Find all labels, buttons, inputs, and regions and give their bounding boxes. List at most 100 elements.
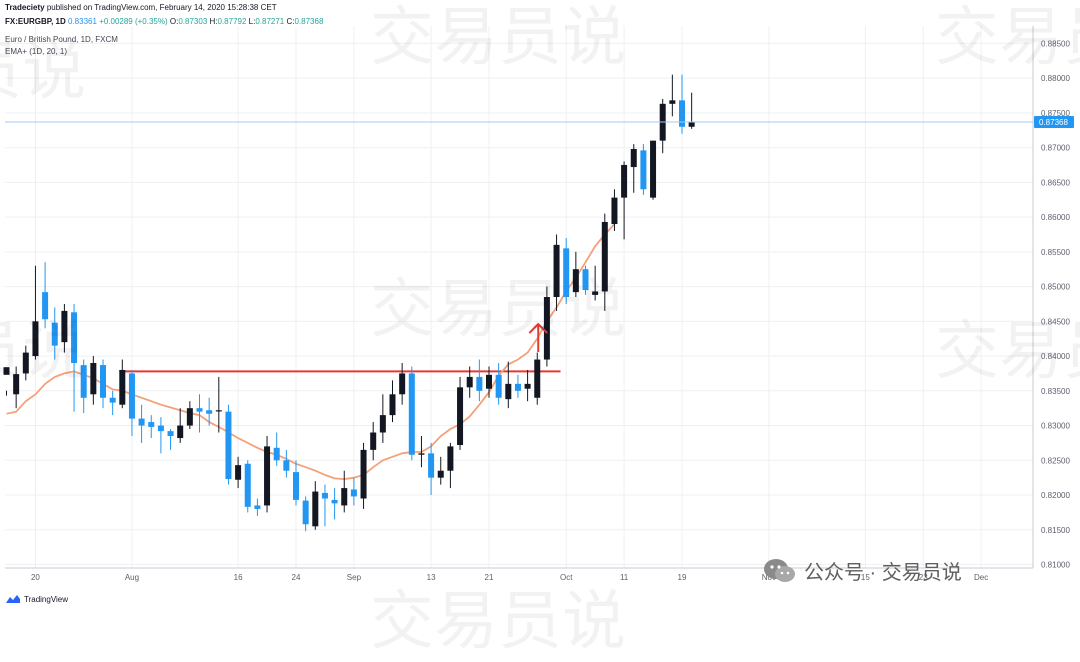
candle [244, 460, 251, 513]
indicator-label[interactable]: EMA+ (1D, 20, 1) [5, 47, 68, 56]
open-label: O: [169, 17, 179, 26]
candle [659, 98, 666, 154]
chart-grid [5, 26, 1033, 568]
last-price-badge [1034, 116, 1074, 129]
candle-body [167, 431, 174, 436]
x-tick-label: Dec [974, 573, 988, 582]
candle [688, 92, 695, 129]
candle [235, 456, 242, 489]
candle-body [283, 460, 290, 471]
candle-body [669, 100, 676, 104]
candle [206, 397, 213, 426]
last-value: 0.83361 [68, 17, 97, 26]
wechat-icon [764, 558, 795, 582]
candle-body [399, 373, 406, 395]
x-tick-label: 15 [861, 573, 870, 582]
last-price-label: 0.87368 [1039, 118, 1068, 127]
candle-body [215, 410, 222, 412]
candle [621, 161, 628, 240]
publisher-line: Tradeciety published on TradingView.com,… [5, 3, 277, 12]
candle-body [389, 394, 396, 416]
candle [13, 366, 20, 409]
candle [543, 286, 550, 367]
candle-body [563, 248, 570, 297]
candle-body [505, 383, 512, 400]
y-tick-label: 0.84500 [1041, 317, 1070, 326]
candle-body [3, 367, 10, 375]
candle-body [264, 446, 271, 506]
close-value: 0.87368 [294, 17, 324, 26]
candle [61, 303, 68, 353]
candle [71, 303, 78, 412]
candle-body [128, 373, 135, 419]
candle-body [524, 383, 531, 389]
publisher-name[interactable]: Tradeciety [5, 3, 45, 12]
candle-body [331, 499, 338, 504]
open-value: 0.87303 [178, 17, 208, 26]
candle [514, 374, 521, 398]
y-tick-label: 0.81500 [1041, 526, 1070, 535]
candle-body [254, 505, 261, 509]
x-tick-label: 11 [620, 573, 629, 582]
tradingview-logo[interactable]: TradingView [5, 594, 68, 604]
candle-body [514, 383, 521, 391]
candle-body [109, 397, 116, 403]
candle-body [80, 365, 87, 398]
tradingview-logo-icon [6, 595, 20, 603]
candle [457, 376, 464, 450]
candle-body [640, 150, 647, 190]
x-axis-ticks: 20 Aug 16 24 Sep 13 21 Oct 11 19 Nov 15 23 Dec [31, 573, 988, 582]
candle [408, 366, 415, 461]
candle [418, 435, 425, 468]
y-tick-label: 0.86500 [1041, 178, 1070, 187]
candle-body [350, 489, 357, 497]
high-value: 0.87792 [217, 17, 247, 26]
candle [582, 265, 589, 295]
candle [630, 144, 637, 193]
candle [302, 496, 309, 532]
y-tick-label: 0.82500 [1041, 456, 1070, 465]
signal-arrow-layer [528, 322, 548, 353]
candle [331, 488, 338, 520]
candle-body [360, 449, 367, 499]
y-tick-label: 0.83000 [1041, 422, 1070, 431]
candle-body [379, 415, 386, 433]
candle-body [601, 221, 608, 292]
candle-body [157, 425, 164, 432]
legend-title[interactable]: Euro / British Pound, 1D, FXCM [5, 35, 118, 44]
candle-body [418, 453, 425, 455]
candle-body [582, 269, 589, 291]
candle [157, 417, 164, 454]
candle [350, 477, 357, 506]
x-tick-label: 23 [919, 573, 928, 582]
candle [22, 345, 29, 381]
candle [399, 363, 406, 405]
y-axis-ticks: 0.81000 0.81500 0.82000 0.82500 0.83000 0.835… [1041, 39, 1070, 569]
candle-body [630, 148, 637, 168]
candle [572, 251, 579, 297]
candle-body [553, 244, 560, 297]
wechat-credit: 公众号 · 交易员说 [762, 556, 962, 585]
candle-body [186, 408, 193, 426]
quote-line: FX:EURGBP, 1D 0.83361 +0.00289 (+0.35%) … [5, 17, 323, 26]
candle [283, 449, 290, 478]
symbol-label: FX:EURGBP, 1D [5, 17, 66, 26]
candle-body [100, 365, 106, 398]
x-tick-label: 16 [234, 573, 243, 582]
candle-body [437, 470, 444, 478]
candlestick-chart[interactable]: 0.81000 0.81500 0.82000 0.82500 0.83000 0.835… [0, 0, 1080, 610]
x-tick-label: 20 [31, 573, 40, 582]
candle [312, 481, 319, 530]
candle-body [592, 291, 599, 295]
candle [321, 484, 328, 527]
high-label: H: [209, 17, 218, 26]
candle-body [688, 121, 695, 127]
candle [293, 460, 299, 506]
candle [640, 144, 647, 195]
candle [341, 470, 348, 513]
candle-body [447, 446, 454, 471]
candle-body [119, 369, 126, 405]
candle-body [543, 297, 550, 360]
y-tick-label: 0.88500 [1041, 39, 1070, 48]
ema-line [6, 223, 616, 481]
